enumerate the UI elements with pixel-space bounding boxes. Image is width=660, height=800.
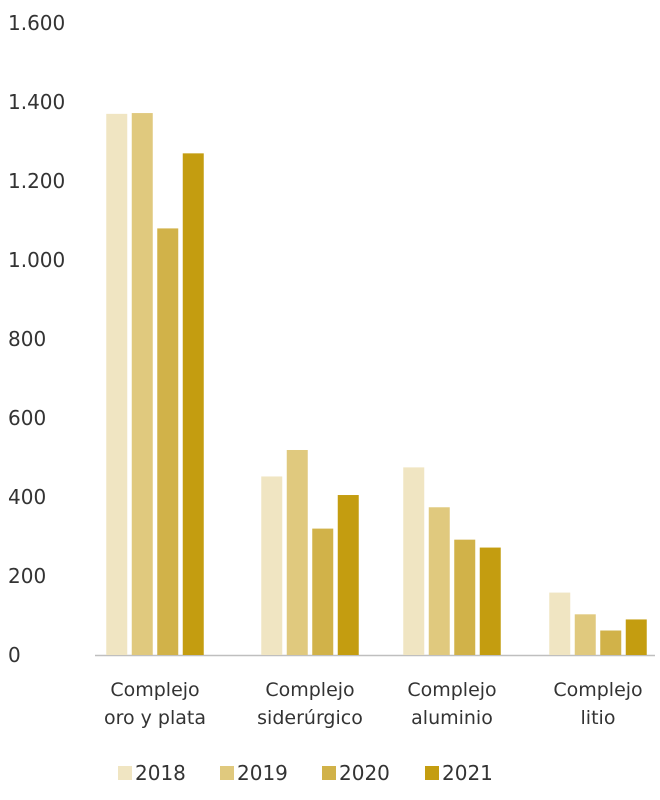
category-label: Complejo [553, 679, 642, 701]
bar-2020-3 [600, 630, 622, 655]
legend-item-2020: 2020 [322, 761, 390, 785]
category-label: litio [581, 707, 616, 729]
y-tick-label: 400 [8, 485, 46, 509]
bars-group [106, 113, 647, 656]
legend: 2018 2019 2020 2021 [118, 761, 493, 785]
category-labels: Complejo oro y plata Complejo siderúrgico Co… [104, 679, 643, 729]
y-tick-label: 1.000 [8, 248, 65, 272]
legend-label: 2018 [135, 761, 186, 785]
bar-2020-2 [454, 539, 476, 655]
y-tick-label: 1.200 [8, 169, 65, 193]
category-label: Complejo [110, 679, 199, 701]
bar-2018-3 [549, 592, 571, 655]
y-tick-label: 200 [8, 564, 46, 588]
bar-2019-0 [131, 113, 153, 655]
legend-label: 2021 [442, 761, 493, 785]
y-tick-label: 0 [8, 643, 21, 667]
bar-2020-1 [312, 528, 334, 655]
legend-swatch [118, 766, 132, 780]
y-tick-label: 1.400 [8, 90, 65, 114]
bar-2021-1 [337, 495, 359, 655]
category-label: oro y plata [104, 707, 206, 729]
category-label: Complejo [265, 679, 354, 701]
bar-2018-0 [106, 113, 128, 656]
bar-2018-1 [261, 476, 283, 655]
bar-2020-0 [157, 228, 179, 655]
legend-item-2021: 2021 [425, 761, 493, 785]
category-label: Complejo [407, 679, 496, 701]
bar-2019-1 [286, 449, 308, 655]
bar-2021-3 [625, 619, 647, 655]
y-tick-label: 1.600 [8, 11, 65, 35]
legend-item-2018: 2018 [118, 761, 186, 785]
y-tick-label: 800 [8, 327, 46, 351]
bar-2019-2 [428, 507, 450, 655]
y-tick-label: 600 [8, 406, 46, 430]
legend-swatch [425, 766, 439, 780]
legend-swatch [322, 766, 336, 780]
legend-swatch [220, 766, 234, 780]
bar-2021-2 [479, 547, 501, 655]
category-label: siderúrgico [257, 707, 363, 729]
bar-2018-2 [403, 467, 425, 655]
category-label: aluminio [411, 707, 493, 729]
bar-2021-0 [182, 153, 204, 655]
legend-label: 2020 [339, 761, 390, 785]
legend-label: 2019 [237, 761, 288, 785]
y-axis-ticks: 0 200 400 600 800 1.000 1.200 1.400 1.600 [8, 11, 65, 667]
legend-item-2019: 2019 [220, 761, 288, 785]
bar-2019-3 [574, 614, 596, 655]
